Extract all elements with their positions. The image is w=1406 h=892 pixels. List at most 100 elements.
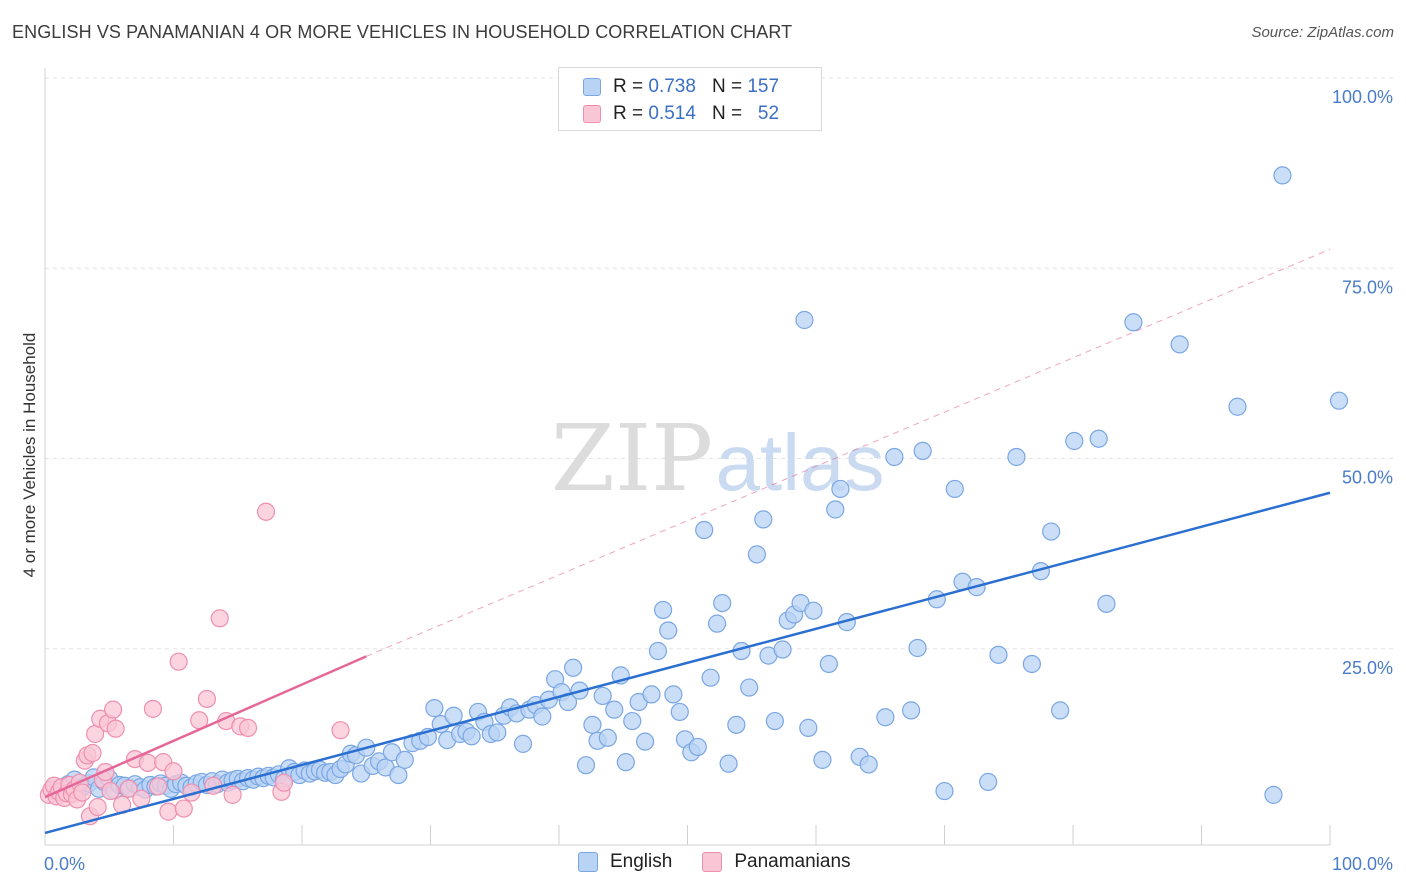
y-axis-label: 4 or more Vehicles in Household xyxy=(20,333,39,578)
point-panamanians xyxy=(83,743,102,763)
point-panamanians xyxy=(210,609,229,628)
point-english xyxy=(1273,166,1292,185)
legend: R = 0.738 N = 157 R = 0.514 N = 52 xyxy=(558,67,822,131)
legend-row-panamanians: R = 0.514 N = 52 xyxy=(583,101,779,127)
y-tick-label: 50.0% xyxy=(1342,468,1393,488)
point-panamanians xyxy=(256,502,276,521)
point-english xyxy=(564,658,583,677)
point-english xyxy=(598,728,617,747)
point-english xyxy=(1329,391,1349,410)
point-panamanians xyxy=(104,700,123,719)
point-panamanians xyxy=(238,718,258,737)
point-english xyxy=(513,734,533,753)
point-english xyxy=(713,593,732,613)
point-english xyxy=(799,718,818,737)
legend-r-label: R = xyxy=(613,103,644,124)
point-english xyxy=(740,678,759,697)
point-english xyxy=(747,545,766,564)
point-english xyxy=(623,711,642,731)
point-panamanians xyxy=(73,783,92,802)
point-english xyxy=(945,479,964,499)
point-panamanians xyxy=(88,797,107,817)
point-panamanians xyxy=(148,777,168,796)
point-english xyxy=(576,756,596,775)
point-english xyxy=(1089,429,1108,448)
point-panamanians xyxy=(331,721,350,740)
point-english xyxy=(935,781,954,801)
point-english xyxy=(616,753,635,772)
point-english xyxy=(773,640,792,659)
watermark: ZIP atlas xyxy=(551,405,885,512)
watermark-zip: ZIP xyxy=(551,405,713,512)
point-english xyxy=(395,750,414,769)
point-english xyxy=(727,715,746,734)
point-english xyxy=(659,621,678,640)
point-english xyxy=(425,699,444,718)
point-english xyxy=(1007,447,1026,467)
point-english xyxy=(635,732,655,751)
bottom-legend-swatch-english xyxy=(578,852,598,872)
point-english xyxy=(1170,335,1189,354)
point-english xyxy=(989,645,1008,664)
point-english xyxy=(1065,431,1084,451)
point-english xyxy=(826,500,845,519)
grid-lines xyxy=(45,77,1395,650)
point-english xyxy=(664,685,683,704)
point-english xyxy=(1124,313,1143,332)
bottom-legend-english: English xyxy=(578,851,672,873)
point-panamanians xyxy=(138,753,157,773)
point-english xyxy=(908,638,927,658)
point-english xyxy=(885,447,904,467)
point-panamanians xyxy=(106,719,125,738)
point-english xyxy=(462,727,481,746)
point-english xyxy=(795,310,814,330)
point-english xyxy=(913,441,932,460)
point-english xyxy=(593,686,612,706)
legend-n-label: N = xyxy=(711,103,743,124)
point-english xyxy=(1042,522,1061,541)
point-english xyxy=(765,711,784,731)
point-english xyxy=(701,668,720,687)
point-english xyxy=(444,706,463,725)
x-tick-label: 0.0% xyxy=(44,854,85,874)
point-english xyxy=(1022,654,1041,674)
tick-labels: 25.0% 50.0% 75.0% 100.0% 0.0% 100.0% xyxy=(44,87,1393,874)
point-english xyxy=(1051,701,1070,720)
point-english xyxy=(819,654,838,674)
point-english xyxy=(707,614,727,633)
y-tick-label: 100.0% xyxy=(1332,87,1393,107)
point-panamanians xyxy=(169,652,188,671)
axes xyxy=(44,68,1331,846)
point-panamanians xyxy=(143,699,163,718)
point-english xyxy=(688,737,707,757)
legend-swatch-panamanians xyxy=(583,105,601,123)
point-panamanians xyxy=(164,762,183,781)
source-label: Source: ZipAtlas.com xyxy=(1251,24,1394,41)
y-tick-label: 75.0% xyxy=(1342,277,1393,297)
point-english xyxy=(488,723,507,742)
trend-extension-panamanians xyxy=(366,248,1331,657)
trend-lines xyxy=(44,248,1331,835)
point-english xyxy=(1097,594,1116,613)
point-english xyxy=(653,600,673,620)
point-english xyxy=(804,601,823,620)
point-english xyxy=(1228,397,1247,416)
point-panamanians xyxy=(223,785,242,804)
point-english xyxy=(754,510,773,529)
y-tick-label: 25.0% xyxy=(1342,658,1393,678)
point-english xyxy=(831,479,850,499)
point-english xyxy=(670,702,689,722)
legend-swatch-english xyxy=(583,78,601,96)
chart-title: ENGLISH VS PANAMANIAN 4 OR MORE VEHICLES… xyxy=(12,22,793,42)
point-panamanians xyxy=(101,781,120,801)
point-panamanians xyxy=(174,799,193,818)
point-panamanians xyxy=(274,773,294,792)
point-panamanians xyxy=(197,689,217,709)
point-english xyxy=(979,772,998,792)
point-english xyxy=(533,707,552,726)
point-panamanians xyxy=(119,779,138,798)
legend-r-value: 0.738 xyxy=(648,76,696,97)
point-english xyxy=(605,700,624,719)
trend-line-panamanians xyxy=(44,655,367,799)
